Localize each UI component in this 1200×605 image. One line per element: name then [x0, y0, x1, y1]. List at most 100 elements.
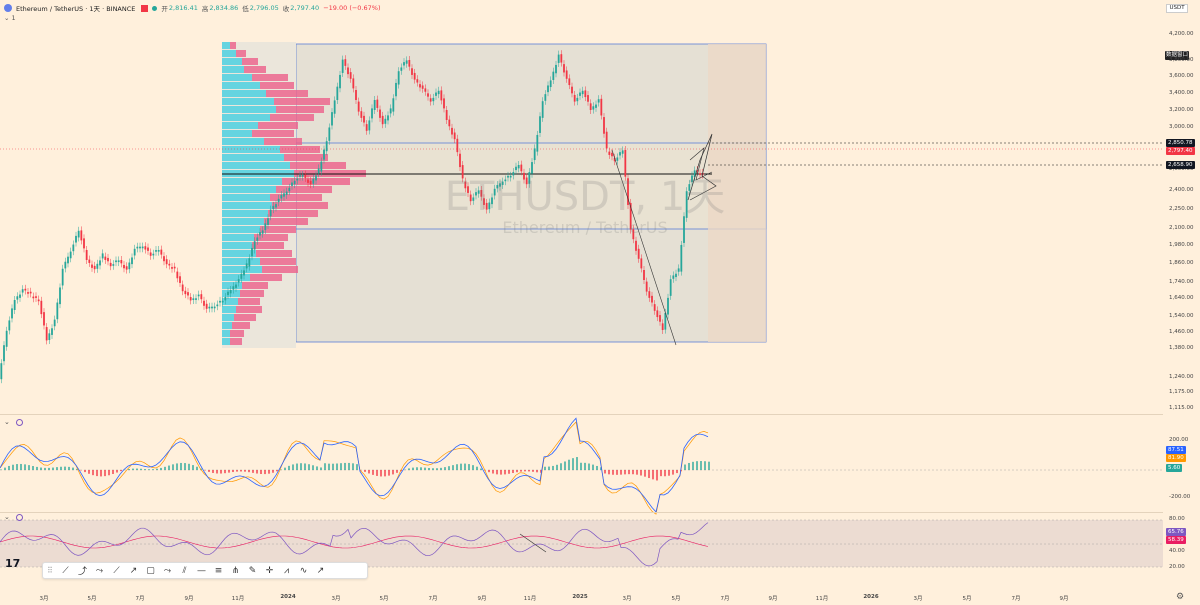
candle-body [69, 251, 72, 259]
cci-histogram-bar [632, 470, 634, 475]
cci-histogram-bar [232, 470, 234, 473]
cci-histogram-bar [660, 470, 662, 477]
cci-histogram-bar [84, 470, 86, 473]
candle-body [587, 95, 589, 102]
cci-histogram-bar [112, 470, 114, 474]
horizontal-line-tool-icon[interactable]: — [197, 565, 206, 576]
candle-body [605, 131, 608, 149]
candle-body [365, 124, 368, 131]
candle-body [232, 286, 235, 290]
indicator-toggle[interactable]: ⌄ 1 [4, 14, 16, 22]
arrow-tool-icon[interactable]: ↗ [129, 565, 138, 576]
cci-histogram-bar [36, 466, 38, 470]
candle-body [181, 284, 184, 292]
tradingview-logo[interactable]: 17 [5, 557, 21, 570]
candle-body [35, 296, 37, 298]
cci-histogram-bar [260, 470, 262, 475]
parallel-channel-tool-icon[interactable]: ⫽ [182, 565, 187, 576]
cci-histogram-bar [316, 466, 318, 470]
cci-histogram-bar [24, 464, 26, 470]
candle-body [235, 284, 237, 288]
crosshair-tool-icon[interactable]: ✛ [265, 565, 274, 576]
high-value: 2,834.86 [209, 4, 239, 12]
candle-body [565, 70, 568, 79]
price-tick-label: 3,800.00 [1169, 57, 1194, 63]
forecast-tool-icon[interactable]: ↗ [316, 565, 325, 576]
candle-body [267, 218, 269, 225]
fib-retracement-tool-icon[interactable]: ≡ [214, 565, 223, 576]
brush-tool-icon[interactable]: ✎ [248, 565, 257, 576]
volume-profile-bar [250, 274, 282, 281]
candle-body [131, 257, 133, 265]
time-tick-label: 7月 [1011, 596, 1021, 602]
extended-line-tool-icon[interactable]: ⟋ [113, 565, 120, 576]
candle-body [219, 300, 221, 303]
price-tick-label: 1,540.00 [1169, 313, 1194, 319]
xabcd-pattern-tool-icon[interactable]: ⩘ [283, 565, 290, 576]
candle-body [336, 86, 339, 100]
volume-profile-bar [274, 98, 330, 105]
candle-body [683, 216, 685, 243]
collapse-chevron-icon[interactable]: ⌄ [4, 513, 10, 521]
cci-histogram-bar [324, 463, 326, 470]
cci-histogram-bar [12, 464, 14, 470]
info-line-tool-icon[interactable]: ⤳ [95, 565, 104, 576]
currency-selector[interactable]: USDT [1166, 4, 1188, 13]
price-tag: 2,850.78 [1166, 139, 1195, 147]
candle-body [291, 182, 293, 186]
cci-histogram-bar [328, 463, 330, 470]
candle-body [432, 97, 435, 102]
cci-tick-label: 200.00 [1169, 437, 1189, 443]
symbol-title[interactable]: Ethereum / TetherUS · 1天 · BINANCE [16, 5, 136, 13]
candle-body [616, 157, 619, 161]
trend-line-tool-icon[interactable]: ⟋ [62, 565, 69, 576]
volume-profile-bar [222, 90, 266, 97]
collapse-chevron-icon[interactable]: ⌄ [4, 418, 10, 426]
price-axis[interactable]: 4,200.00 3,800.00 3,600.00 3,400.00 3,200.00… [1163, 0, 1200, 592]
cci-signal-line [0, 421, 709, 515]
candle-body [528, 172, 531, 184]
candle-body [371, 108, 373, 119]
candle-body [101, 253, 104, 259]
drag-handle-icon[interactable]: ⠿ [47, 566, 53, 575]
candle-body [392, 98, 395, 112]
pitchfork-tool-icon[interactable]: ⋔ [231, 565, 240, 576]
data-window-button[interactable]: 数据窗口 [1165, 51, 1189, 60]
cci-histogram-bar [152, 469, 154, 470]
cci-histogram-bar [364, 470, 366, 472]
cci-histogram-bar [576, 457, 578, 470]
time-tick-label: 7月 [428, 596, 438, 602]
cci-histogram-bar [28, 465, 30, 470]
candle-body [448, 119, 451, 127]
cci-pane-label[interactable]: ⌄ [4, 418, 23, 426]
pane-divider-2[interactable] [0, 512, 1163, 513]
cci-histogram-bar [72, 467, 74, 470]
time-axis[interactable]: 3月 5月 7月 9月 11月 2024 3月 5月 7月 9月 11月 2025 3月 5月 7月 9月 11… [0, 592, 1163, 605]
price-tick-label: 3,200.00 [1169, 107, 1194, 113]
rectangle-tool-icon[interactable]: ▢ [146, 565, 155, 576]
pane-divider-1[interactable] [0, 414, 1163, 415]
elliott-wave-tool-icon[interactable]: ∿ [299, 565, 308, 576]
candle-body [496, 185, 499, 189]
candle-body [187, 292, 189, 296]
chart-canvas[interactable]: ETHUSDT, 1天 Ethereum / TetherUS [0, 0, 1163, 592]
cci-histogram-bar [612, 470, 614, 475]
candle-body [640, 258, 643, 269]
cci-histogram-bar [68, 466, 70, 470]
candle-body [61, 268, 64, 286]
candle-body [595, 104, 597, 108]
cci-histogram-bar [184, 463, 186, 470]
cci-histogram-bar [356, 464, 358, 470]
cci-histogram-bar [128, 469, 130, 470]
volume-profile-bar [222, 234, 254, 241]
cci-histogram-bar [32, 466, 34, 470]
candle-body [203, 300, 205, 306]
ray-tool-icon[interactable]: ⤴ [77, 567, 87, 577]
range-box-inner [295, 142, 767, 230]
volume-profile-bar [242, 282, 268, 289]
path-tool-icon[interactable]: ⤳ [163, 565, 172, 576]
settings-gear-icon[interactable]: ⚙ [1176, 592, 1185, 602]
candle-body [664, 312, 667, 330]
rsi-pane-label[interactable]: ⌄ [4, 513, 23, 521]
time-tick-label: 7月 [720, 596, 730, 602]
